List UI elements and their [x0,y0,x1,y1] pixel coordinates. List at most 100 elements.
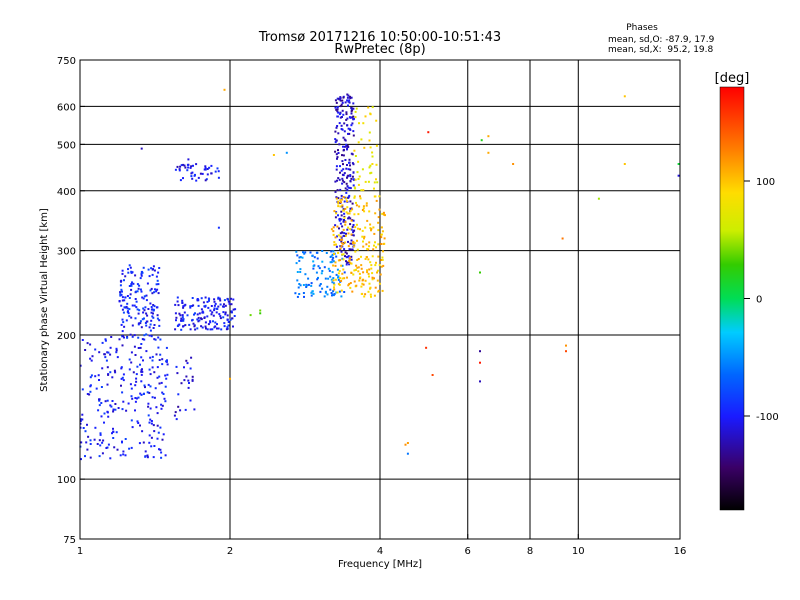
cluster-point [331,258,334,261]
cluster-point [375,163,378,166]
cluster-point [337,259,340,262]
cluster-point [325,252,328,254]
cluster-point [133,345,136,348]
cluster-point [162,433,165,436]
cluster-point [134,409,136,412]
scatter-point [431,374,434,376]
cluster-point [354,250,357,253]
cluster-point [98,404,101,407]
cluster-point [150,436,153,439]
cluster-point [89,343,92,346]
cluster-point [351,122,354,125]
cluster-point [351,162,354,165]
cluster-point [342,234,345,237]
cluster-point [137,347,140,349]
cluster-point [182,305,185,308]
cluster-point [141,430,144,433]
cluster-point [365,202,368,205]
cluster-point [121,440,123,443]
cluster-point [296,295,299,298]
cluster-point [214,321,217,324]
cluster-point [86,342,89,345]
cluster-point [317,265,320,268]
cluster-point [159,426,162,429]
cluster-point [189,399,192,402]
cluster-point [362,271,365,274]
cluster-point [341,204,344,207]
cluster-point [382,264,385,267]
cluster-point [174,312,177,315]
cluster-point [349,223,352,226]
cluster-point [146,282,149,285]
cluster-point [136,420,139,423]
cluster-point [153,430,156,433]
cluster-point [333,210,336,213]
cluster-point [223,303,225,306]
cluster-point [316,257,319,260]
cluster-point [310,294,313,297]
cluster-point [339,165,341,168]
cluster-point [316,278,319,281]
cluster-point [147,405,150,408]
cluster-point [362,240,364,243]
cluster-point [134,354,137,356]
cluster-point [315,251,318,254]
cluster-point [138,309,141,312]
cluster-point [98,439,101,442]
cluster-point [337,283,340,285]
chart-subtitle: RwPretec (8p) [334,42,425,57]
cluster-point [362,245,365,248]
cluster-point [378,264,381,267]
cluster-point [106,410,109,413]
cluster-point [120,367,123,370]
cluster-point [330,278,333,281]
cluster-point [152,327,155,329]
cluster-point [111,376,114,379]
cluster-point [192,304,195,307]
cluster-point [153,445,156,447]
cluster-point [345,167,348,170]
cluster-point [148,434,151,437]
cluster-point [173,414,176,417]
scatter-point [561,237,564,240]
cluster-point [94,375,97,378]
scatter-point [140,147,143,150]
cluster-point [369,113,372,116]
cluster-point [334,138,337,141]
cluster-point [190,165,193,168]
cluster-point [337,251,340,254]
cluster-point [203,168,206,171]
cluster-point [335,153,338,156]
cluster-point [158,267,161,269]
cluster-point [155,283,158,286]
cluster-point [340,214,343,217]
cluster-point [94,348,97,351]
cluster-point [131,426,134,429]
cluster-point [197,299,200,302]
cluster-point [96,443,99,445]
cluster-point [352,273,355,276]
cluster-point [342,253,345,256]
cluster-point [165,360,168,363]
grid-lines [80,60,681,539]
cluster-point [343,277,346,280]
cluster-point [121,272,124,275]
cluster-point [138,284,141,287]
cluster-point [362,189,365,192]
cluster-point [107,443,110,446]
cluster-point [193,313,195,316]
cluster-point [112,408,115,411]
cluster-point [360,138,363,141]
cluster-point [158,448,160,451]
cluster-point [315,271,318,274]
cluster-point [148,368,151,371]
cluster-point [142,441,145,444]
cluster-point [186,163,189,166]
cluster-point [208,298,211,300]
cluster-point [122,373,125,376]
cluster-point [197,316,200,319]
cluster-point [299,268,302,271]
cluster-point [349,217,352,220]
cluster-point [181,302,184,304]
cluster-point [378,289,381,292]
